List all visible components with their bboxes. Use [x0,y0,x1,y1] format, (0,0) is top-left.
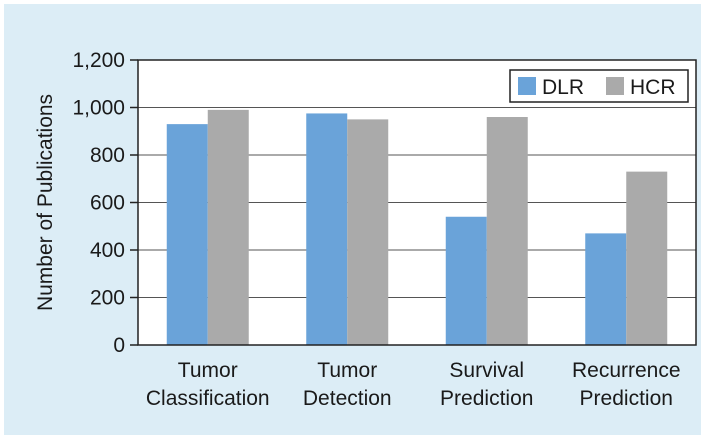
axes [130,59,697,346]
bar-dlr-1 [306,113,348,345]
x-category-label: Recurrence Prediction [572,359,681,410]
y-tick-label: 200 [90,287,125,310]
x-category-label: Tumor Detection [303,359,392,410]
chart-frame: 0 200 400 600 800 1,000 1,200 Tumor Classificat… [4,4,701,435]
y-axis-title: Number of Publications [34,94,57,311]
bars [166,109,668,345]
x-category-label: Tumor Classification [146,359,270,410]
legend-swatch-hcr [606,77,624,95]
x-category-label: Survival Prediction [440,359,533,410]
bar-dlr-0 [166,124,208,345]
bar-chart: 0 200 400 600 800 1,000 1,200 Tumor Classificat… [34,49,697,410]
x-category-labels: Tumor Classification Tumor Detection Surviva… [146,359,681,410]
bar-hcr-1 [347,119,389,345]
y-tick-label: 400 [90,239,125,262]
bar-hcr-0 [207,109,249,345]
y-tick-label: 600 [90,192,125,215]
bar-dlr-3 [585,233,627,345]
legend-label-hcr: HCR [630,76,676,99]
legend-swatch-dlr [518,77,536,95]
bar-dlr-2 [445,216,487,345]
legend: DLR HCR [509,69,689,103]
y-tick-label: 0 [113,334,125,357]
bar-hcr-2 [486,117,528,345]
legend-box [509,69,689,103]
y-tick-label: 1,200 [72,49,125,72]
y-tick-label: 1,000 [72,97,125,120]
bar-hcr-3 [626,171,668,345]
y-tick-labels: 0 200 400 600 800 1,000 1,200 [72,49,125,357]
y-tick-label: 800 [90,144,125,167]
legend-label-dlr: DLR [542,76,584,99]
